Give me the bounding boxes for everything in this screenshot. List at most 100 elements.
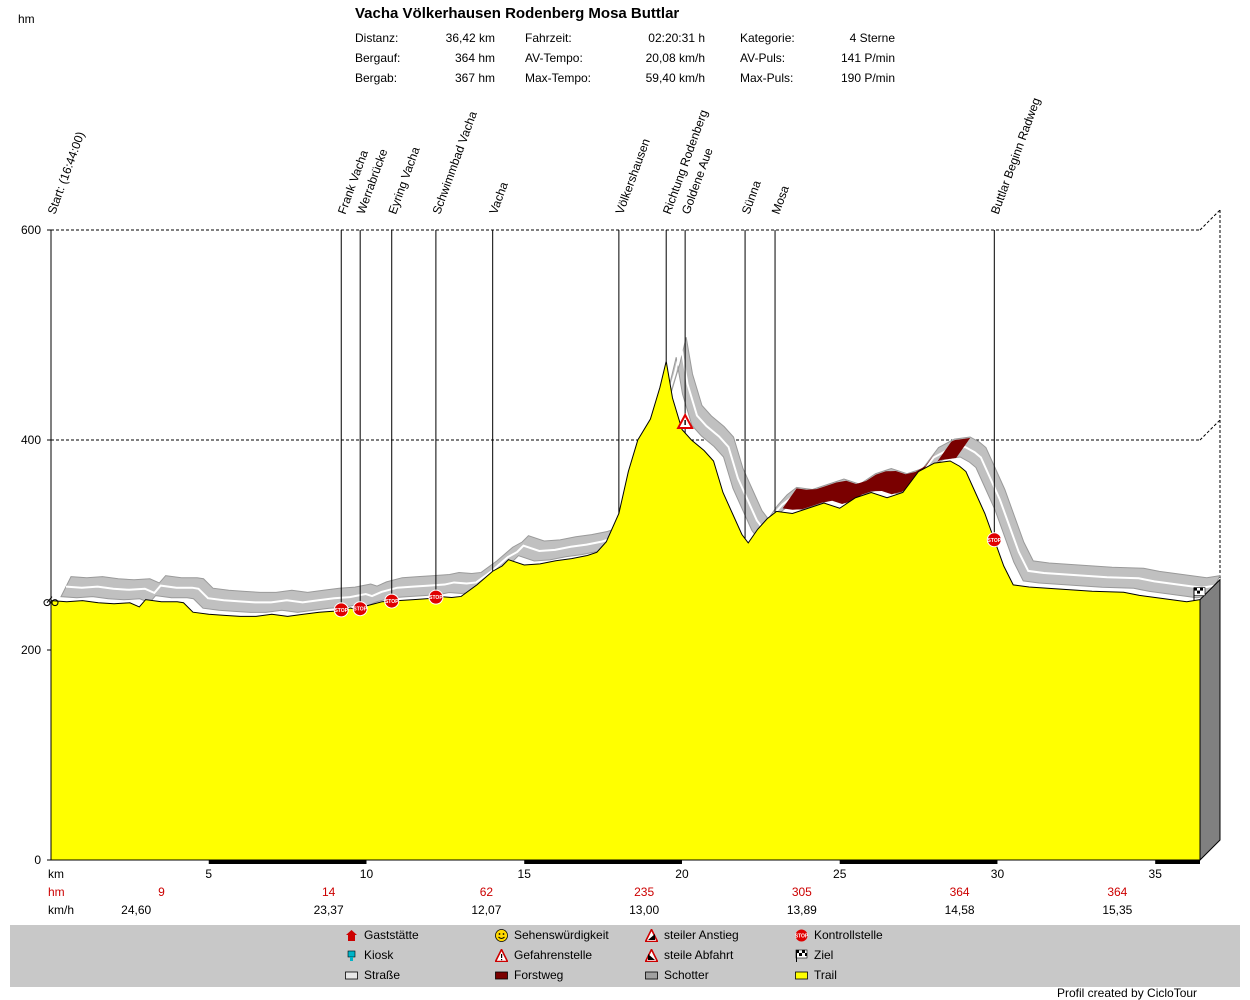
stat-value: 367 hm (454, 71, 495, 85)
bike-icon (43, 596, 59, 607)
legend-item: steiler Anstieg (644, 927, 739, 942)
grid-line-depth (1199, 419, 1221, 441)
flag-check (1194, 587, 1197, 591)
stop-circle (333, 602, 349, 618)
x-tick-label: 35 (1149, 867, 1163, 881)
legend-label: Gaststätte (364, 928, 419, 942)
stop-marker: STOP (986, 532, 1002, 548)
stop-text: STOP (385, 599, 399, 605)
speed-row-label: km/h (48, 903, 74, 917)
speed-value: 15,35 (1102, 903, 1132, 917)
stop-marker: STOP (352, 601, 368, 617)
legend-label: steile Abfahrt (664, 948, 734, 962)
legend-label: steiler Anstieg (664, 928, 739, 942)
stop-circle (986, 532, 1002, 548)
stop-circle (428, 589, 444, 605)
stop-marker: STOP (384, 593, 400, 609)
stat-label: Max-Puls: (740, 71, 794, 85)
stat-value: 02:20:31 h (648, 31, 705, 45)
speed-value: 12,07 (471, 903, 501, 917)
stat-label: AV-Puls: (740, 51, 786, 65)
stat-label: Distanz: (355, 31, 399, 45)
x-axis-band (839, 860, 998, 864)
legend-item: STOP Kontrollstelle (795, 928, 883, 942)
legend-label: Forstweg (514, 968, 564, 982)
house-icon (345, 929, 358, 942)
legend: Gaststätte Sehenswürdigkeit steiler Anst… (10, 925, 1240, 987)
stat-value: 59,40 km/h (645, 71, 705, 85)
waypoint-label: Mosa (769, 183, 792, 216)
legend-label: Kontrollstelle (814, 928, 883, 942)
hm-value: 364 (1107, 885, 1127, 899)
speed-value: 24,60 (121, 903, 151, 917)
legend-label: Ziel (814, 948, 834, 962)
forest-segment (937, 438, 971, 462)
stop-text: STOP (988, 538, 1002, 544)
stat-value: 190 P/min (840, 71, 895, 85)
x-tick-label: 5 (205, 867, 212, 881)
forest-swatch-icon (495, 969, 508, 982)
grid-line-depth (1199, 209, 1221, 231)
stop-marker: STOP (333, 602, 349, 618)
waypoint-label: Völkershausen (613, 137, 653, 216)
stop-circle (352, 601, 368, 617)
hm-row-label: hm (48, 885, 65, 899)
stat-value: 141 P/min (840, 51, 895, 65)
stat-label: Bergauf: (355, 51, 401, 65)
bike-frame (46, 596, 53, 603)
stat-value: 36,42 km (445, 31, 495, 45)
legend-label: Trail (814, 968, 837, 982)
elevation-profile-chart: 0 200 400 600 5 10 15 20 25 30 35 km hm km/h 9 14 62 235 3… (21, 96, 1221, 917)
legend-item: Ziel (795, 948, 833, 962)
chart-title: Vacha Völkerhausen Rodenberg Mosa Buttla… (355, 5, 680, 22)
legend-item: Kiosk (345, 948, 393, 962)
speed-value: 14,58 (945, 903, 975, 917)
elevation-area (51, 361, 1200, 860)
hm-value: 62 (480, 885, 494, 899)
x-tick-label: 15 (518, 867, 532, 881)
bike-wheel (43, 599, 51, 607)
gravel-swatch-icon (645, 969, 658, 982)
road-swatch-icon (345, 969, 358, 982)
steep-up-icon (644, 927, 659, 942)
y-tick-label: 600 (21, 223, 41, 237)
x-axis-band (208, 860, 367, 864)
waypoint-label: Buttlar Beginn Radweg (988, 96, 1043, 216)
y-tick-label: 0 (34, 853, 41, 867)
hm-value: 14 (322, 885, 336, 899)
waypoint-label: Schwimmbad Vacha (430, 109, 480, 216)
waypoint-label: Eyring Vacha (385, 145, 422, 216)
legend-label: Schotter (664, 968, 709, 982)
x-axis-band (524, 860, 682, 864)
stop-text: STOP (429, 595, 443, 601)
y-unit-label: hm (18, 12, 35, 26)
flag-check (1197, 590, 1200, 594)
x-tick-label: 30 (991, 867, 1005, 881)
legend-item: steile Abfahrt (644, 947, 734, 962)
stat-value: 364 hm (454, 51, 495, 65)
side-face (1199, 578, 1221, 862)
flag-check (1200, 587, 1203, 591)
danger-icon (494, 947, 509, 962)
smiley-icon (495, 928, 508, 942)
waypoint-label: Vacha (486, 180, 511, 216)
speed-value: 13,00 (629, 903, 659, 917)
trail-swatch-icon (795, 969, 808, 982)
flag-icon (795, 949, 808, 962)
bike-wheel (51, 599, 59, 607)
footer-credit: Profil created by CicloTour (1057, 986, 1198, 1000)
elevation-line (50, 361, 1201, 617)
steep-down-icon (644, 947, 659, 962)
stat-label: Fahrzeit: (525, 31, 572, 45)
waypoint-label: Sünna (739, 178, 764, 216)
legend-item: Sehenswürdigkeit (495, 928, 609, 942)
stop-text: STOP (353, 607, 367, 613)
y-tick-label: 200 (21, 643, 41, 657)
stop-circle (384, 593, 400, 609)
stop-text: STOP (334, 608, 348, 614)
svg-text:STOP: STOP (795, 933, 808, 939)
speed-value: 13,89 (787, 903, 817, 917)
x-tick-label: 10 (360, 867, 374, 881)
legend-item: Gefahrenstelle (494, 947, 592, 962)
stat-value: 4 Sterne (849, 31, 895, 45)
